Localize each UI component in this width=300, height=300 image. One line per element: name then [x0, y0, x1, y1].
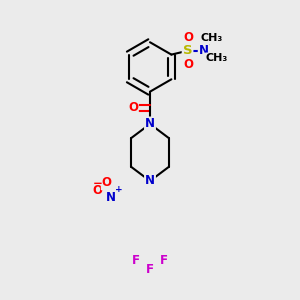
Text: N: N	[106, 190, 116, 204]
Text: −: −	[92, 177, 102, 190]
Text: O: O	[184, 58, 194, 70]
Text: F: F	[146, 263, 154, 276]
Text: O: O	[92, 184, 102, 197]
Text: N: N	[145, 118, 155, 130]
Text: O: O	[184, 31, 194, 44]
Text: CH₃: CH₃	[206, 53, 228, 63]
Text: N: N	[199, 44, 209, 57]
Text: O: O	[128, 101, 138, 114]
Text: N: N	[145, 175, 155, 188]
Text: F: F	[160, 254, 168, 267]
Text: O: O	[102, 176, 112, 189]
Text: F: F	[132, 254, 140, 267]
Text: S: S	[183, 44, 192, 57]
Text: CH₃: CH₃	[200, 33, 222, 43]
Text: +: +	[115, 185, 123, 194]
